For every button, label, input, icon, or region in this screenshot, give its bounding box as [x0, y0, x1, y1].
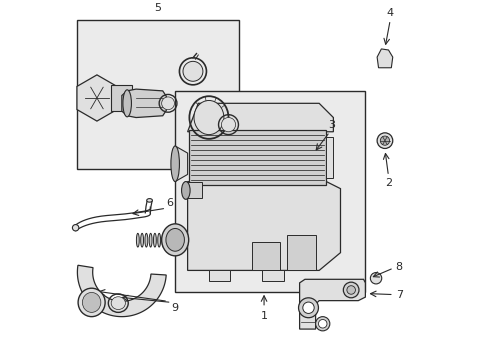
Circle shape: [298, 298, 318, 318]
Bar: [325, 137, 333, 178]
Ellipse shape: [162, 224, 188, 256]
Ellipse shape: [181, 181, 190, 199]
Ellipse shape: [141, 233, 143, 247]
Ellipse shape: [82, 292, 101, 312]
Circle shape: [318, 319, 326, 328]
Circle shape: [369, 273, 381, 284]
Circle shape: [221, 117, 235, 132]
Polygon shape: [251, 242, 280, 270]
Bar: [189, 130, 325, 185]
Polygon shape: [299, 279, 365, 329]
Text: 5: 5: [154, 3, 161, 13]
Circle shape: [302, 302, 314, 314]
Polygon shape: [262, 270, 283, 281]
Ellipse shape: [111, 297, 125, 310]
Text: 7: 7: [395, 290, 402, 300]
Text: 3: 3: [327, 120, 334, 130]
Polygon shape: [185, 181, 202, 198]
Text: 9: 9: [171, 303, 179, 313]
Circle shape: [183, 61, 203, 81]
Polygon shape: [187, 103, 333, 132]
Polygon shape: [77, 265, 166, 317]
Circle shape: [162, 97, 174, 110]
Polygon shape: [122, 89, 166, 117]
Circle shape: [72, 225, 79, 231]
Circle shape: [376, 133, 392, 148]
Ellipse shape: [165, 229, 184, 251]
Ellipse shape: [153, 233, 156, 247]
Bar: [175, 91, 365, 292]
Ellipse shape: [158, 233, 160, 247]
Circle shape: [346, 286, 355, 294]
Ellipse shape: [194, 100, 224, 135]
Text: 1: 1: [260, 311, 267, 321]
Polygon shape: [187, 181, 340, 270]
Polygon shape: [286, 235, 315, 270]
Polygon shape: [77, 75, 117, 121]
Circle shape: [343, 282, 358, 298]
Text: 2: 2: [384, 178, 391, 188]
Polygon shape: [111, 85, 131, 111]
Text: 4: 4: [386, 8, 393, 18]
Text: 8: 8: [395, 262, 402, 272]
Bar: [77, 20, 239, 169]
Ellipse shape: [149, 233, 152, 247]
Circle shape: [380, 136, 389, 145]
Ellipse shape: [170, 146, 179, 181]
Ellipse shape: [136, 233, 139, 247]
Polygon shape: [376, 49, 392, 68]
Ellipse shape: [78, 288, 105, 317]
Ellipse shape: [162, 233, 164, 247]
Text: 6: 6: [166, 198, 173, 208]
Polygon shape: [175, 146, 187, 181]
Polygon shape: [208, 270, 230, 281]
Circle shape: [315, 317, 329, 331]
Ellipse shape: [144, 233, 147, 247]
Ellipse shape: [146, 199, 152, 202]
Ellipse shape: [122, 90, 131, 117]
